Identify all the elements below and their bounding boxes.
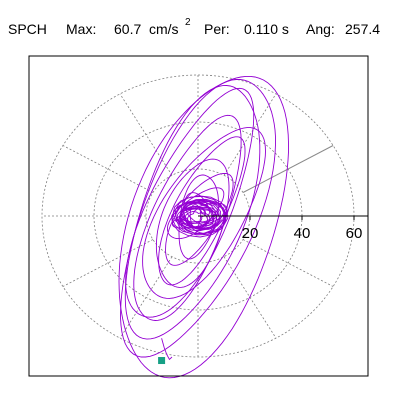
end-marker (158, 357, 166, 365)
motion-core (171, 195, 229, 238)
grid-spoke-120 (119, 93, 173, 176)
tick-label-20: 20 (242, 225, 259, 242)
grid-spoke-330 (242, 239, 334, 287)
station-code: SPCH (8, 21, 47, 37)
tick-label-40: 40 (294, 225, 311, 242)
ang-value: 257.4 (345, 21, 380, 37)
unit-exponent: 2 (185, 17, 191, 28)
grid-spoke-210 (62, 239, 154, 287)
max-label: Max: (66, 21, 96, 37)
max-value: 60.7 (114, 21, 141, 37)
motion-loop-6 (158, 136, 246, 286)
grid-spoke-60 (223, 93, 277, 176)
tick-label-60: 60 (346, 225, 363, 242)
motion-loop-8 (165, 172, 234, 266)
motion-loop-3 (125, 87, 255, 318)
grid-spoke-150 (62, 145, 154, 193)
chart-header: SPCH Max: 60.7 cm/s 2 Per: 0.110 s Ang: … (8, 17, 380, 37)
motion-loop-7 (155, 158, 230, 288)
grid-spoke-240 (119, 256, 173, 339)
motion-trace (118, 75, 289, 379)
motion-loop-4 (133, 114, 242, 321)
motion-tail (161, 338, 173, 361)
per-label: Per: (204, 21, 230, 37)
reference-ray (242, 145, 334, 193)
unit-base: cm/s (149, 21, 179, 37)
motion-loop-5 (142, 127, 266, 299)
motion-loop-9 (178, 174, 219, 260)
per-value: 0.110 s (244, 21, 289, 37)
motion-loop-outer (118, 75, 289, 379)
plot-frame (28, 55, 369, 377)
motion-loop-1 (120, 79, 276, 358)
ang-label: Ang: (306, 21, 335, 37)
radial-axis: 20 40 60 (158, 215, 368, 365)
motion-loop-2 (124, 85, 261, 340)
